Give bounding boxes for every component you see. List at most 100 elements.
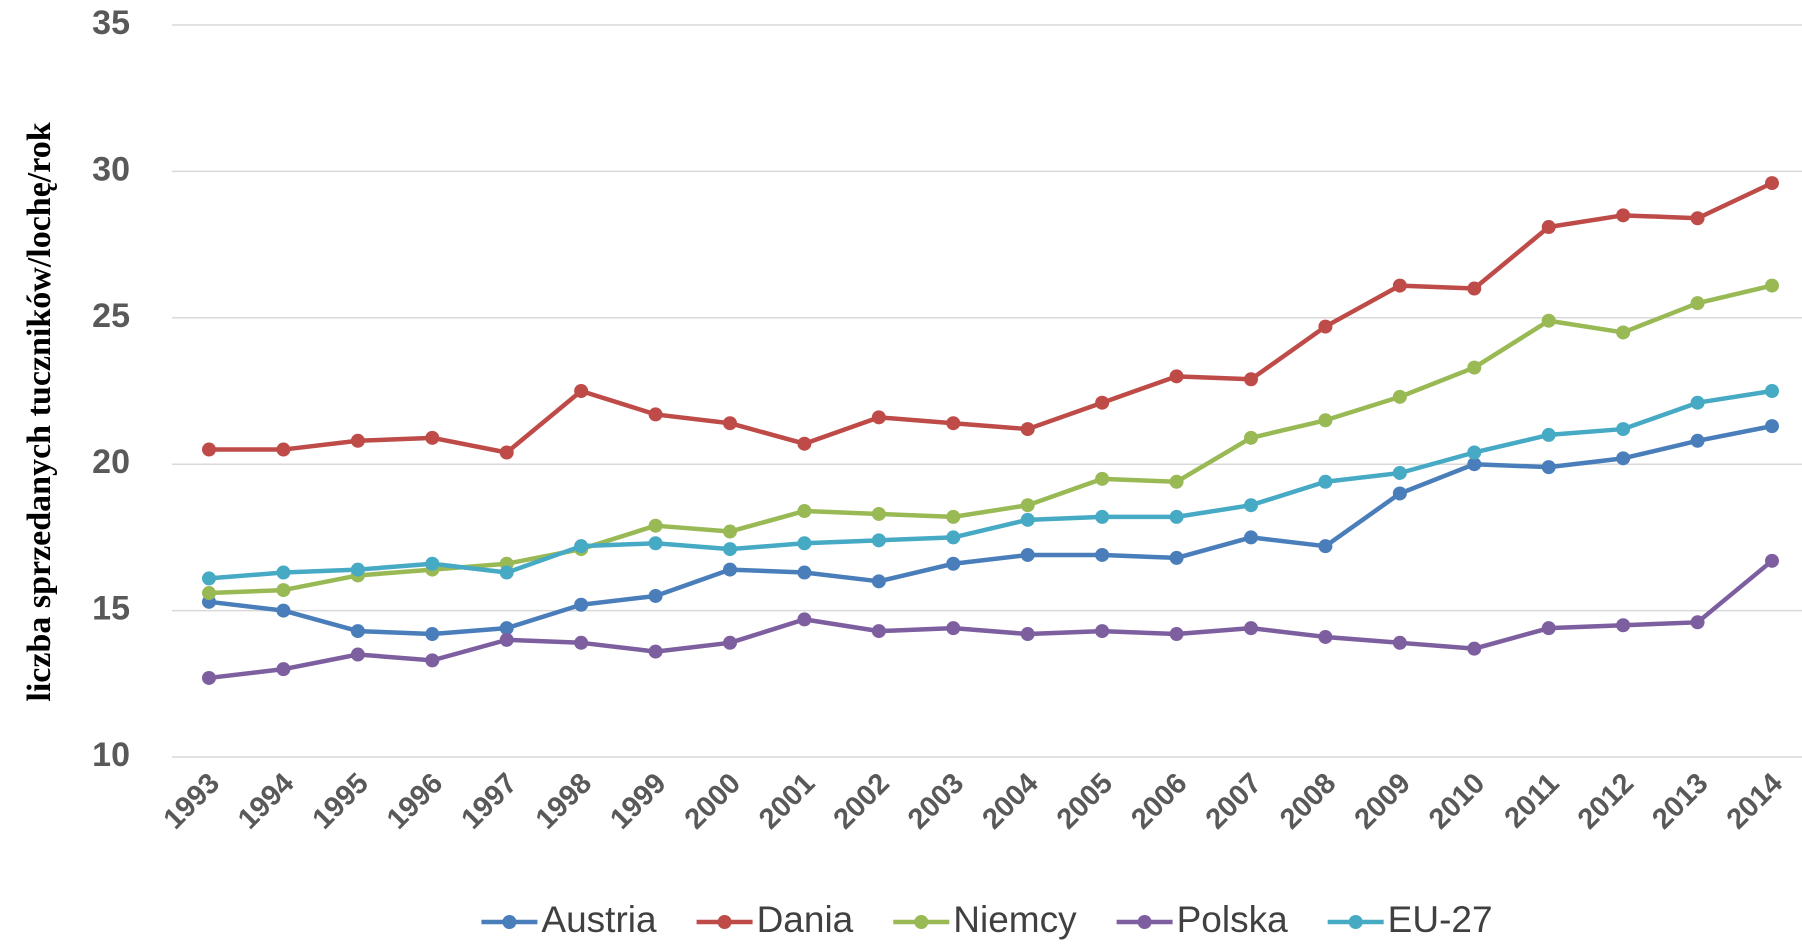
point [1318,539,1333,554]
point [1095,624,1110,639]
point [648,407,663,422]
point [797,536,812,551]
point [1095,509,1110,524]
point [1169,550,1184,565]
point [1318,319,1333,334]
point [1169,474,1184,489]
point [1616,422,1631,437]
point [1020,627,1035,642]
point [648,536,663,551]
point [1765,278,1779,293]
point [1244,621,1258,636]
point [1616,208,1631,223]
point [723,524,737,539]
legend-marker [502,915,517,929]
legend-label: Niemcy [953,899,1077,940]
point [499,621,514,636]
point [1318,474,1333,489]
point [1392,389,1407,404]
point [499,565,514,580]
legend-marker [1137,915,1152,929]
legend-marker [1348,915,1363,929]
point [350,433,365,448]
point [1690,615,1705,630]
point [1095,395,1110,410]
point [1392,635,1407,650]
point [1541,427,1556,442]
point [797,436,812,451]
y-tick-label: 25 [92,297,130,335]
x-tick-label: 1993 [158,767,226,835]
x-tick-label: 1998 [530,767,598,835]
point [574,635,589,650]
line [208,423,1773,637]
point [1765,176,1779,191]
point [202,571,216,586]
point [797,612,812,627]
x-tick-label: 2006 [1125,767,1193,835]
point [1244,530,1258,545]
legend: Austria Dania Niemcy Polska EU-27 [481,899,1493,940]
point [1392,465,1407,480]
point [499,632,514,647]
x-tick-label: 2007 [1200,767,1268,835]
point [1392,278,1407,293]
point [276,662,291,677]
point [1616,325,1631,340]
point [1765,384,1779,398]
point [648,588,663,603]
x-tick-label: 1995 [307,767,375,835]
point [1765,553,1779,568]
point [946,509,961,524]
point [1169,627,1184,642]
point [276,565,291,580]
x-tick-label: 2013 [1646,767,1714,835]
point [425,653,440,668]
point [1244,430,1258,445]
point [871,624,886,639]
point [1690,433,1705,448]
point [276,583,291,598]
point [1095,471,1110,486]
legend-marker [914,915,929,929]
x-tick-label: 1994 [232,767,300,835]
y-tick-label: 20 [92,443,130,481]
line [208,388,1773,581]
point [723,416,737,431]
x-tick-label: 2010 [1423,767,1491,835]
point [1020,498,1035,513]
point [1690,395,1705,410]
point [499,445,514,460]
x-tick-label: 2005 [1051,767,1119,835]
line [209,181,1773,455]
point [1169,509,1184,524]
point [723,542,737,557]
legend-marker [717,915,732,929]
point [1690,211,1705,226]
x-tick-label: 2000 [679,767,747,835]
point [1690,296,1705,311]
point [350,562,365,577]
point [1467,360,1482,375]
point [1020,422,1035,437]
x-tick-label: 1999 [604,767,672,835]
x-tick-label: 2001 [753,767,821,835]
point [946,416,961,431]
x-tick-label: 2002 [828,767,896,835]
point [1765,419,1779,434]
y-tick-label: 30 [92,150,130,188]
line [208,559,1774,681]
point [871,506,886,521]
point [202,442,216,457]
x-tick-label: 2011 [1499,767,1566,834]
point [276,603,291,618]
point [1541,460,1556,475]
x-tick-label: 1997 [455,767,523,835]
legend-label: Polska [1177,899,1288,940]
y-axis-label: liczba sprzedanych tuczników/lochę/rok [21,122,58,701]
point [425,556,440,571]
x-tick-label: 2008 [1274,767,1342,835]
point [1616,451,1631,466]
point [946,621,961,636]
